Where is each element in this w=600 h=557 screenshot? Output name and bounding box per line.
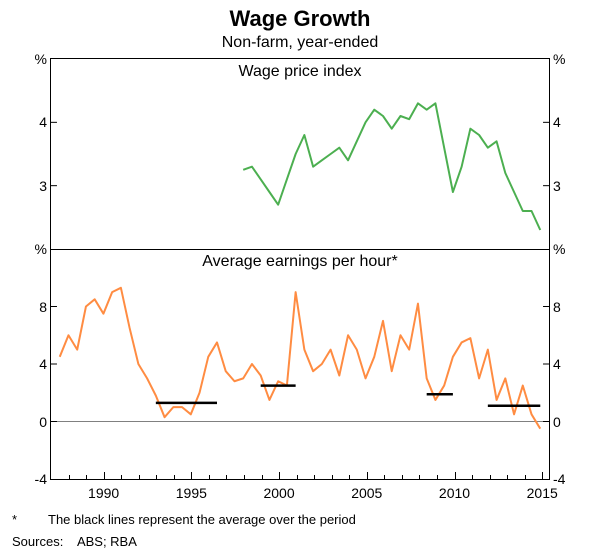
x-tick-mark	[472, 475, 473, 480]
x-tick-mark	[156, 475, 157, 480]
panel-aeh: Average earnings per hour*	[51, 249, 549, 479]
sources: Sources: ABS; RBA	[12, 534, 137, 549]
y-tick-label: 0	[23, 414, 47, 430]
x-tick-mark	[349, 475, 350, 480]
chart-subtitle: Non-farm, year-ended	[0, 34, 600, 52]
chart-title: Wage Growth	[0, 0, 600, 32]
x-tick-mark	[262, 475, 263, 480]
x-tick-mark	[507, 475, 508, 480]
x-tick-mark	[542, 472, 543, 480]
x-tick-mark	[437, 475, 438, 480]
x-tick-mark	[226, 475, 227, 480]
x-tick-mark	[191, 472, 192, 480]
x-tick-mark	[297, 475, 298, 480]
y-tick-label: -4	[23, 471, 47, 487]
panel-wpi: Wage price index	[51, 59, 549, 250]
x-tick-mark	[279, 472, 280, 480]
y-tick-label: %	[553, 51, 577, 67]
y-tick-label: 3	[23, 178, 47, 194]
y-tick-label: 8	[23, 299, 47, 315]
x-tick-mark	[314, 475, 315, 480]
y-tick-label: 0	[553, 414, 577, 430]
x-tick-mark	[69, 475, 70, 480]
sources-label: Sources:	[12, 534, 63, 549]
wage-growth-chart: Wage Growth Non-farm, year-ended Wage pr…	[0, 0, 600, 557]
footnote-marker: *	[12, 512, 17, 527]
x-tick-label: 1990	[88, 485, 119, 501]
y-tick-label: 4	[23, 356, 47, 372]
x-tick-mark	[174, 475, 175, 480]
x-tick-mark	[86, 475, 87, 480]
x-tick-mark	[384, 475, 385, 480]
x-tick-mark	[121, 475, 122, 480]
x-tick-label: 2010	[439, 485, 470, 501]
series-wpi	[51, 59, 549, 249]
y-tick-label: 3	[553, 178, 577, 194]
x-tick-mark	[332, 475, 333, 480]
y-tick-label: 4	[553, 114, 577, 130]
x-tick-label: 2015	[527, 485, 558, 501]
y-tick-label: 4	[23, 114, 47, 130]
x-tick-mark	[419, 475, 420, 480]
x-tick-mark	[525, 475, 526, 480]
x-tick-mark	[209, 475, 210, 480]
x-tick-mark	[104, 472, 105, 480]
y-tick-label: %	[23, 241, 47, 257]
y-tick-label: %	[23, 51, 47, 67]
x-tick-label: 1995	[176, 485, 207, 501]
y-tick-label: 8	[553, 299, 577, 315]
x-tick-mark	[139, 475, 140, 480]
x-tick-label: 2005	[351, 485, 382, 501]
series-aeh	[51, 249, 549, 479]
x-tick-label: 2000	[263, 485, 294, 501]
plot-area: Wage price index Average earnings per ho…	[50, 58, 550, 480]
x-tick-mark	[490, 475, 491, 480]
x-tick-mark	[455, 472, 456, 480]
x-tick-mark	[244, 475, 245, 480]
x-tick-mark	[367, 472, 368, 480]
y-tick-label: %	[553, 241, 577, 257]
footnote-text: The black lines represent the average ov…	[48, 512, 356, 527]
y-tick-label: 4	[553, 356, 577, 372]
sources-value: ABS; RBA	[77, 534, 137, 549]
x-tick-mark	[402, 475, 403, 480]
